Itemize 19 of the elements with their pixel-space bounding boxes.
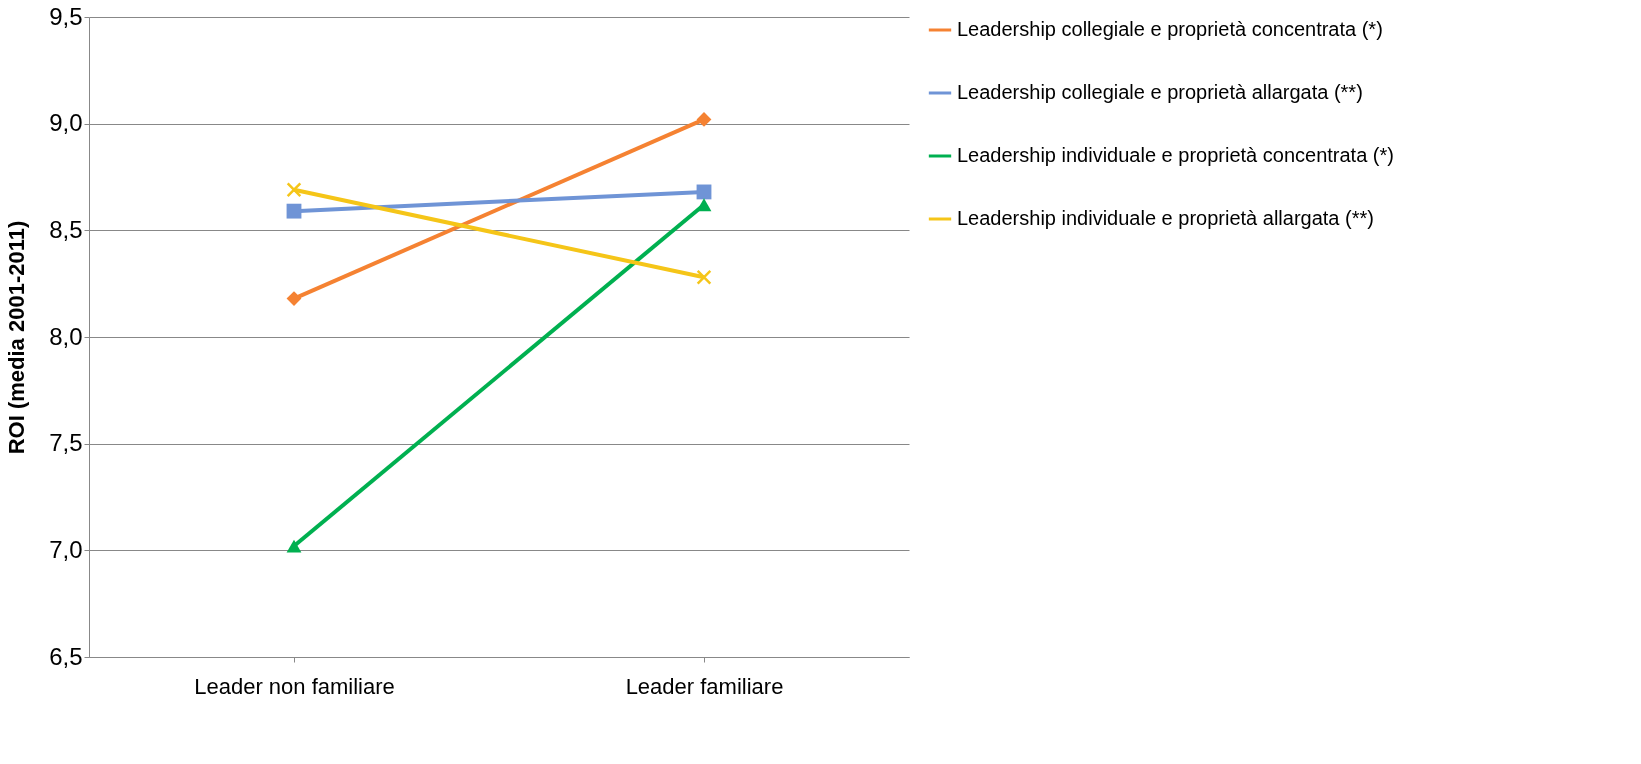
legend-label: Leadership individuale e proprietà allargata (**) — [957, 207, 1374, 229]
legend-label: Leadership individuale e proprietà concentrata (*) — [957, 144, 1394, 166]
y-tick-label: 7,0 — [49, 535, 83, 563]
y-tick-label: 9,5 — [49, 2, 83, 30]
y-tick-label: 7,5 — [49, 429, 83, 457]
y-axis-title: ROI (media 2001-2011) — [4, 220, 30, 455]
y-tick-label: 9,0 — [49, 109, 83, 137]
legend-label: Leadership collegiale e proprietà concentrata (*) — [957, 18, 1383, 40]
point — [696, 269, 712, 285]
point — [696, 111, 712, 127]
point — [286, 203, 302, 219]
x-tick-label: Leader non familiare — [194, 673, 395, 699]
legend-label: Leadership collegiale e proprietà allargata (**) — [957, 81, 1363, 103]
y-tick-label: 6,5 — [49, 642, 83, 670]
point — [286, 291, 302, 307]
y-tick-label: 8,5 — [49, 215, 83, 243]
y-tick-label: 8,0 — [49, 322, 83, 350]
x-tick-label: Leader familiare — [625, 673, 784, 699]
point — [286, 182, 302, 198]
